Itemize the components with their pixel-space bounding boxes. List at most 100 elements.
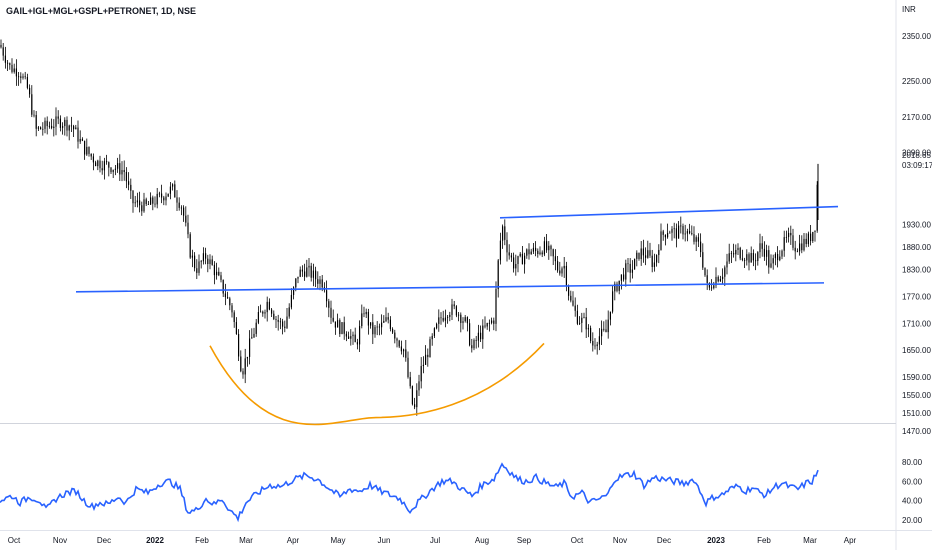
candle-body: [86, 146, 88, 155]
candle-body: [493, 320, 495, 324]
candle-body: [334, 321, 336, 328]
candle-body: [473, 340, 475, 349]
candle-body: [697, 237, 699, 242]
candle-body: [90, 153, 92, 157]
candle-body: [352, 334, 354, 337]
candle-body: [145, 199, 147, 205]
candle-body: [222, 279, 224, 294]
candle-body: [561, 268, 563, 274]
candle-body: [471, 345, 473, 349]
candle-body: [691, 233, 693, 235]
candle-body: [275, 319, 277, 320]
candle-body: [581, 317, 583, 323]
candle-body: [418, 381, 420, 391]
time-tick-label: Apr: [287, 536, 300, 545]
candle-body: [548, 245, 550, 251]
candle-body: [191, 255, 193, 258]
candle-body: [337, 320, 339, 328]
candle-body: [559, 270, 561, 274]
candle-body: [506, 239, 508, 253]
candle-body: [356, 342, 358, 345]
candle-body: [284, 326, 286, 328]
candle-body: [92, 156, 94, 163]
candle-body: [537, 250, 539, 255]
candle-body: [805, 238, 807, 245]
candle-body: [202, 253, 204, 262]
candle-body: [185, 215, 187, 223]
candle-body: [286, 316, 288, 328]
time-tick-label: Feb: [757, 536, 771, 545]
candle-body: [629, 263, 631, 273]
time-tick-label: Sep: [517, 536, 532, 545]
candle-body: [264, 312, 266, 314]
time-tick-label: May: [330, 536, 345, 545]
price-tick-label: 1710.00: [902, 319, 931, 328]
price-tick-label: 1830.00: [902, 265, 931, 274]
time-tick-label: Oct: [571, 536, 584, 545]
time-tick-label: Mar: [803, 536, 817, 545]
candle-body: [139, 200, 141, 206]
candle-body: [383, 320, 385, 323]
candle-body: [308, 265, 310, 268]
candle-body: [178, 202, 180, 208]
candle-body: [414, 404, 416, 408]
candle-body: [772, 258, 774, 264]
candle-body: [711, 287, 713, 289]
candle-body: [110, 167, 112, 173]
candle-body: [460, 314, 462, 323]
candle-body: [11, 64, 13, 72]
candle-body: [167, 193, 169, 197]
candle-body: [240, 356, 242, 372]
candle-body: [576, 310, 578, 324]
currency-label: INR: [902, 5, 916, 14]
candle-body: [645, 255, 647, 258]
candle-body: [95, 162, 97, 167]
candle-body: [101, 168, 103, 171]
candle-body: [744, 259, 746, 261]
rsi-line: [0, 462, 819, 523]
candle-body: [427, 354, 429, 358]
candle-body: [130, 184, 132, 191]
candle-body: [603, 328, 605, 330]
candle-body: [235, 322, 237, 334]
candle-body: [218, 271, 220, 276]
candle-body: [156, 193, 158, 205]
candle-body: [46, 120, 48, 127]
time-tick-label: Mar: [239, 536, 253, 545]
candle-body: [497, 260, 499, 290]
candle-body: [262, 311, 264, 314]
candle-body: [266, 301, 268, 313]
candle-body: [568, 285, 570, 296]
candle-body: [774, 253, 776, 259]
candle-body: [163, 197, 165, 201]
candle-body: [455, 306, 457, 316]
candle-body: [757, 252, 759, 261]
candle-body: [176, 197, 178, 203]
candle-body: [227, 297, 229, 299]
candle-body: [746, 254, 748, 261]
candle-body: [68, 125, 70, 131]
candle-body: [739, 247, 741, 259]
time-tick-label: Nov: [613, 536, 627, 545]
candle-body: [513, 257, 515, 269]
candle-body: [306, 267, 308, 277]
candle-body: [488, 322, 490, 324]
price-axis-ticks: 2350.00 2250.00 2170.00 2090.00 1930.00 1880.…: [902, 32, 931, 436]
drawing-tools[interactable]: [75, 205, 839, 426]
candle-body: [695, 237, 697, 242]
candle-body: [662, 231, 664, 235]
candle-body: [152, 197, 154, 204]
candle-body: [708, 282, 710, 288]
candle-body: [449, 314, 451, 317]
rsi-tick-label: 20.00: [902, 516, 923, 525]
candle-body: [605, 329, 607, 333]
candle-body: [458, 314, 460, 316]
candle-body: [22, 76, 24, 78]
candle-body: [7, 62, 9, 64]
candle-body: [625, 263, 627, 280]
candle-body: [268, 301, 270, 310]
candle-body: [161, 193, 163, 198]
candle-body: [33, 114, 35, 116]
candle-body: [422, 364, 424, 367]
